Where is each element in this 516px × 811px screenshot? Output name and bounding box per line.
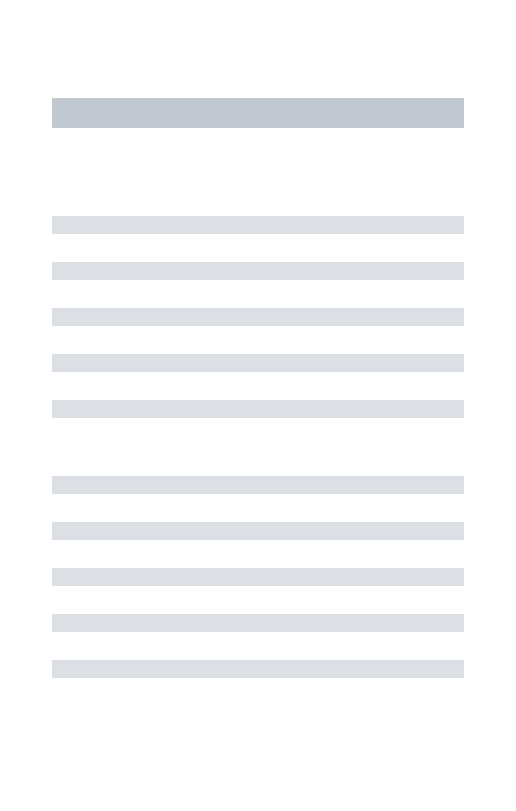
header-skeleton-bar: [52, 98, 464, 128]
spacer: [52, 128, 464, 216]
skeleton-group-2: [52, 476, 464, 678]
skeleton-line: [52, 216, 464, 234]
skeleton-line: [52, 660, 464, 678]
skeleton-line: [52, 308, 464, 326]
skeleton-line: [52, 476, 464, 494]
skeleton-line: [52, 522, 464, 540]
skeleton-group-1: [52, 216, 464, 418]
skeleton-line: [52, 568, 464, 586]
spacer: [52, 418, 464, 476]
skeleton-line: [52, 400, 464, 418]
skeleton-line: [52, 262, 464, 280]
skeleton-line: [52, 614, 464, 632]
skeleton-line: [52, 354, 464, 372]
